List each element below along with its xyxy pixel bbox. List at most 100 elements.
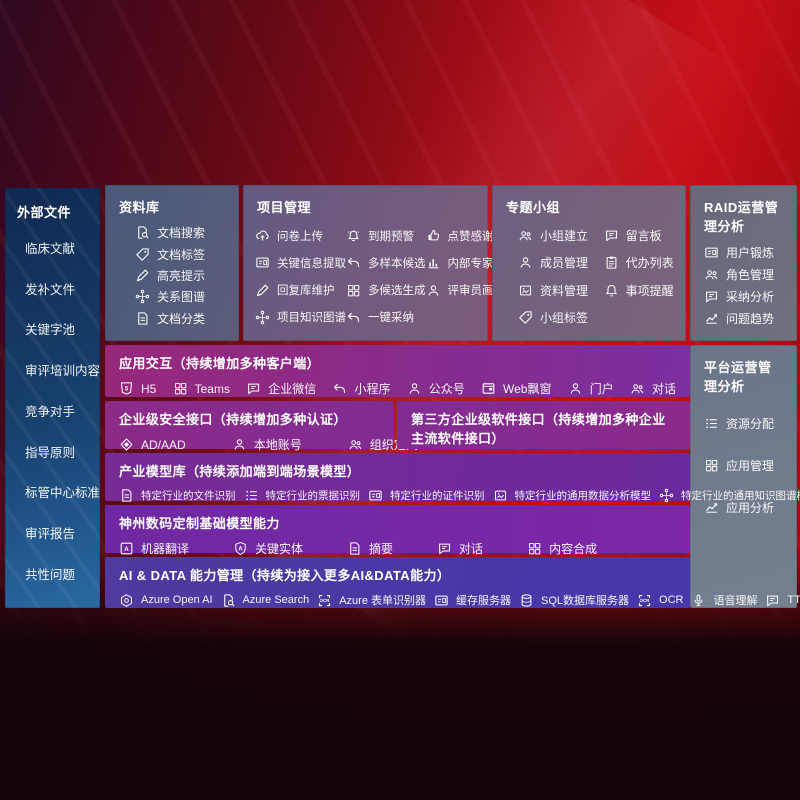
data-analysis-model-icon	[493, 488, 508, 503]
summary-doc-icon	[347, 541, 362, 556]
info-extract-icon	[255, 255, 270, 270]
translate-icon	[119, 541, 134, 556]
feature-item[interactable]: Azure Search	[221, 593, 309, 608]
feature-item[interactable]: 文档分类	[135, 310, 233, 327]
feature-item[interactable]: 对话	[437, 540, 483, 557]
row-title: 企业级安全接口（持续增加多种认证）	[119, 412, 347, 427]
openai-icon	[119, 593, 134, 608]
row-item-list: AD/AAD 本地账号 组织定义	[119, 436, 418, 453]
feature-item[interactable]: 项目知识图谱	[255, 309, 346, 325]
feature-item[interactable]: 关键实体	[233, 540, 303, 557]
photo-album-icon	[518, 283, 533, 298]
feature-item[interactable]: 特定行业的票据识别	[244, 488, 360, 503]
feature-item[interactable]: 文档标签	[135, 246, 233, 263]
panel-item-list: 用户锻炼 角色管理 采纳分析 问题趋势	[690, 239, 797, 341]
sidebar-item[interactable]: 审评报告	[25, 527, 76, 542]
feature-item[interactable]: 多候选生成	[346, 282, 426, 298]
feature-item[interactable]: TTS	[765, 593, 800, 608]
feature-item[interactable]: 小组标签	[518, 309, 604, 326]
feature-item[interactable]: 点赞感谢	[426, 228, 517, 244]
feature-item[interactable]: 应用分析	[704, 499, 795, 516]
sidebar-item[interactable]: 标管中心标准	[25, 486, 101, 501]
sidebar-item[interactable]: 临床文献	[25, 241, 76, 256]
feature-item[interactable]: 对话	[630, 380, 676, 397]
feature-item[interactable]: 内容合成	[527, 540, 597, 557]
panel-item-list: 问卷上传 到期预警 点赞感谢 关键信息提取 多样本候选 内部专家排名 回复库维护	[243, 220, 517, 341]
panel-platform-analysis: 平台运营管理分析 资源分配 应用管理 应用分析	[690, 345, 797, 608]
feature-item[interactable]: 用户锻炼	[704, 244, 795, 261]
feature-item[interactable]: 角色管理	[704, 266, 795, 283]
feature-item[interactable]: 语音理解	[691, 592, 757, 608]
official-account-icon	[407, 381, 422, 396]
feature-item[interactable]: 特定行业的文件识别	[119, 488, 236, 503]
feature-item[interactable]: Azure Open AI	[119, 593, 213, 608]
panel-title: RAID运营管理分析	[704, 200, 779, 234]
html5-icon	[119, 381, 134, 396]
sidebar-item-list: 临床文献 发补文件 关键字池 审评培训内容 竞争对手 指导原则 标管中心标准 审…	[5, 223, 100, 608]
feature-item[interactable]: 资源分配	[704, 415, 795, 432]
feature-item[interactable]: 评审员画像	[426, 282, 517, 298]
panel-item-list: 资源分配 应用管理 应用分析	[690, 399, 797, 516]
feature-item[interactable]: 小组建立	[518, 227, 604, 244]
feature-item[interactable]: 特定行业的通用数据分析模型	[493, 488, 651, 503]
feature-item[interactable]: 应用管理	[704, 457, 795, 474]
ocr-icon	[637, 593, 652, 608]
member-person-icon	[518, 255, 533, 270]
app-grid-icon	[704, 458, 719, 473]
sidebar-title: 外部文件	[17, 205, 72, 220]
feature-item[interactable]: 成员管理	[518, 254, 604, 271]
thumbs-up-icon	[426, 228, 441, 243]
sidebar-item[interactable]: 竞争对手	[25, 404, 76, 419]
feature-item[interactable]: 缓存服务器	[434, 592, 511, 608]
feature-item[interactable]: 公众号	[407, 380, 465, 397]
content-compose-icon	[527, 541, 542, 556]
feature-item[interactable]: 本地账号	[232, 436, 302, 453]
feature-item[interactable]: 高亮提示	[135, 267, 233, 284]
dialog-people-icon	[630, 381, 645, 396]
feature-item[interactable]: 企业微信	[246, 380, 316, 397]
feature-item[interactable]: 代办列表	[604, 254, 680, 271]
feature-item[interactable]: 事项提醒	[604, 282, 680, 299]
feature-item[interactable]: 采纳分析	[704, 288, 795, 305]
feature-item[interactable]: 资料管理	[518, 282, 604, 299]
feature-item[interactable]: H5	[119, 381, 156, 396]
feature-item[interactable]: AD/AAD	[119, 437, 186, 452]
feature-item[interactable]: 问题趋势	[704, 310, 795, 327]
feature-item[interactable]: 特定行业的通用知识图谱模型	[659, 488, 800, 503]
sidebar-item[interactable]: 指导原则	[25, 445, 76, 460]
feature-item[interactable]: 摘要	[347, 540, 393, 557]
feature-item[interactable]: Teams	[173, 381, 230, 396]
feature-item[interactable]: OCR	[637, 593, 683, 608]
feature-item[interactable]: 回复库维护	[255, 282, 346, 298]
feature-item[interactable]: 特定行业的证件识别	[368, 488, 485, 503]
panel-title: 资料库	[119, 200, 160, 215]
feature-item[interactable]: SQL数据库服务器	[519, 592, 629, 608]
feature-item[interactable]: 问卷上传	[255, 228, 346, 244]
sidebar-item[interactable]: 关键字池	[25, 323, 76, 338]
feature-item[interactable]: Web飘窗	[481, 380, 551, 397]
org-define-icon	[348, 437, 363, 452]
feature-item[interactable]: 到期预警	[346, 228, 426, 244]
tag-icon	[518, 310, 533, 325]
feature-item[interactable]: 小程序	[332, 380, 390, 397]
feature-item[interactable]: 关系图谱	[135, 288, 233, 305]
sidebar-item[interactable]: 审评培训内容	[25, 364, 101, 379]
sidebar-item[interactable]: 发补文件	[25, 282, 76, 297]
feature-item[interactable]: 关键信息提取	[255, 255, 346, 271]
panel-title: 平台运营管理分析	[704, 360, 772, 394]
feature-item[interactable]: 一键采纳	[346, 309, 426, 325]
feature-item[interactable]: 多样本候选	[346, 255, 426, 271]
feature-item[interactable]: 门户	[568, 380, 614, 397]
sidebar-item[interactable]: 共性问题	[25, 568, 76, 582]
tts-icon	[765, 593, 780, 608]
feature-item[interactable]: Azure 表单识别器	[317, 592, 426, 608]
wechat-work-icon	[246, 381, 261, 396]
allocation-list-icon	[704, 416, 719, 431]
feature-item[interactable]: 文档搜索	[135, 224, 233, 241]
feature-item[interactable]: 留言板	[604, 227, 680, 244]
receipt-recognize-icon	[244, 488, 259, 503]
feature-item[interactable]: 机器翻译	[119, 540, 189, 557]
key-entity-icon	[233, 541, 248, 556]
people-group-icon	[704, 267, 719, 282]
row-title: 应用交互（持续增加多种客户端）	[119, 356, 321, 371]
